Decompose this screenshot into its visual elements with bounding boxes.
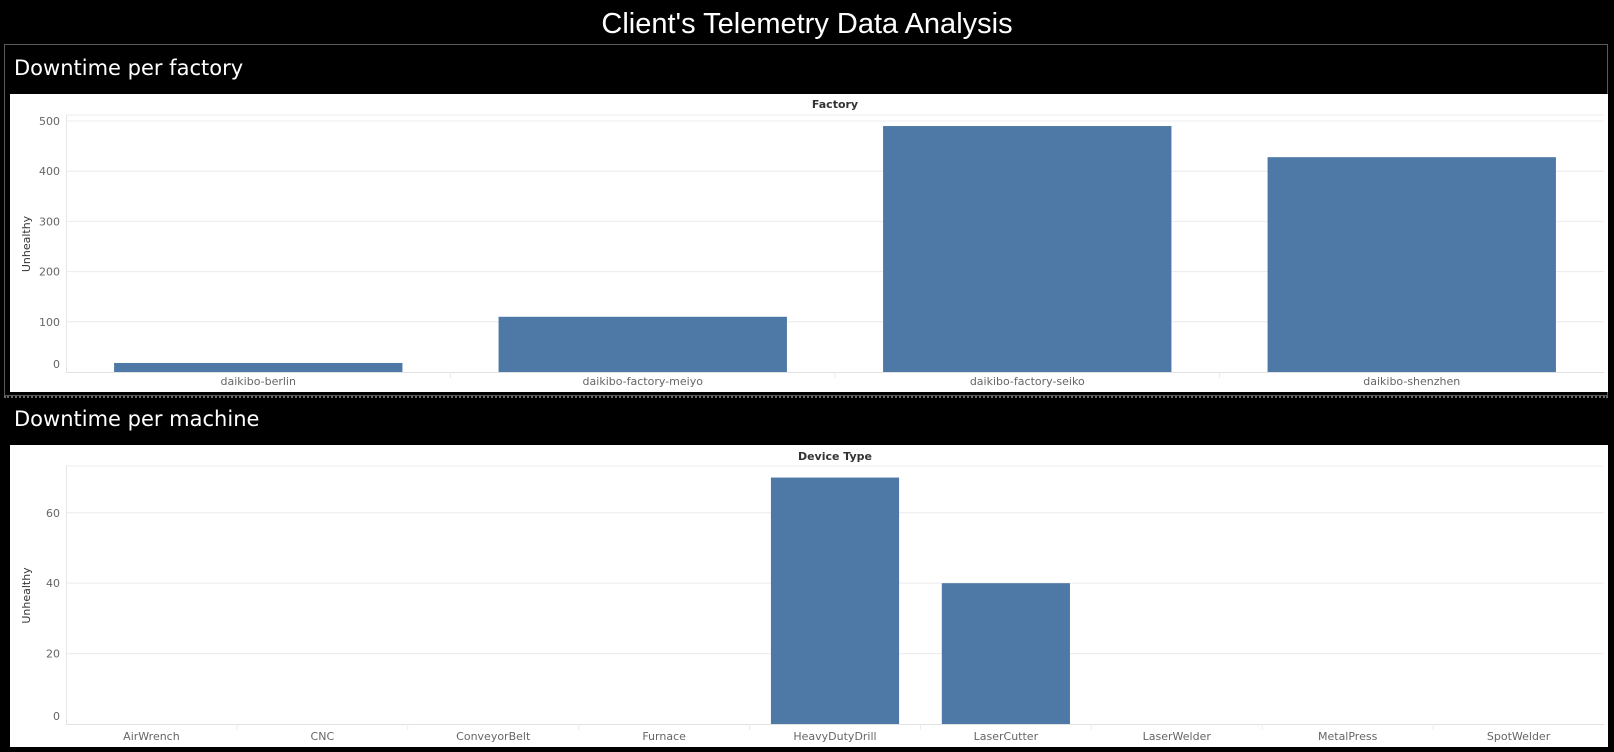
factory-chart-svg: Factory 0 100 200 300 400 500 Unhealthy daikibo-… xyxy=(20,98,1604,388)
panel-resize-handle[interactable] xyxy=(4,394,1608,398)
chart-header: Device Type xyxy=(798,450,872,463)
machine-section-title: Downtime per machine xyxy=(14,407,260,431)
y-axis-label: Unhealthy xyxy=(20,567,33,624)
x-tick-label: Furnace xyxy=(642,730,686,743)
y-tick-label: 0 xyxy=(53,710,60,723)
y-tick-label: 300 xyxy=(39,215,60,228)
x-tick-label: ConveyorBelt xyxy=(456,730,531,743)
y-tick-label: 200 xyxy=(39,266,60,279)
x-tick-label: daikibo-factory-meiyo xyxy=(583,375,704,388)
x-tick-label: daikibo-shenzhen xyxy=(1363,375,1460,388)
y-tick-label: 0 xyxy=(53,358,60,371)
x-tick-label: SpotWelder xyxy=(1487,730,1551,743)
y-axis-label: Unhealthy xyxy=(20,215,33,272)
machine-chart[interactable]: Device Type 0 20 40 60 Unhealthy AirWrench CNC C… xyxy=(10,445,1608,747)
y-tick-label: 100 xyxy=(39,316,60,329)
dashboard-title: Client's Telemetry Data Analysis xyxy=(601,8,1013,40)
x-tick-label: daikibo-factory-seiko xyxy=(970,375,1085,388)
y-tick-label: 20 xyxy=(46,648,60,661)
bar-HeavyDutyDrill xyxy=(770,477,900,724)
x-tick-label: CNC xyxy=(311,730,335,743)
factory-section-title: Downtime per factory xyxy=(14,56,244,80)
y-tick-label: 40 xyxy=(46,577,60,590)
x-tick-label: AirWrench xyxy=(123,730,180,743)
y-tick-label: 60 xyxy=(46,507,60,520)
y-tick-label: 400 xyxy=(39,165,60,178)
bar-daikibo-factory-meiyo xyxy=(498,316,787,372)
bar-daikibo-berlin xyxy=(114,362,403,372)
machine-chart-svg: Device Type 0 20 40 60 Unhealthy AirWrench CNC C… xyxy=(20,450,1604,743)
chart-header: Factory xyxy=(812,98,858,111)
bar-daikibo-factory-seiko xyxy=(883,126,1172,372)
x-tick-label: HeavyDutyDrill xyxy=(793,730,876,743)
factory-chart[interactable]: Factory 0 100 200 300 400 500 Unhealthy daikibo-… xyxy=(10,94,1608,392)
y-tick-label: 500 xyxy=(39,115,60,128)
x-tick-label: MetalPress xyxy=(1318,730,1378,743)
x-tick-label: daikibo-berlin xyxy=(221,375,296,388)
x-tick-label: LaserWelder xyxy=(1143,730,1212,743)
bar-LaserCutter xyxy=(941,583,1070,724)
x-tick-label: LaserCutter xyxy=(974,730,1039,743)
bar-daikibo-shenzhen xyxy=(1267,157,1556,372)
